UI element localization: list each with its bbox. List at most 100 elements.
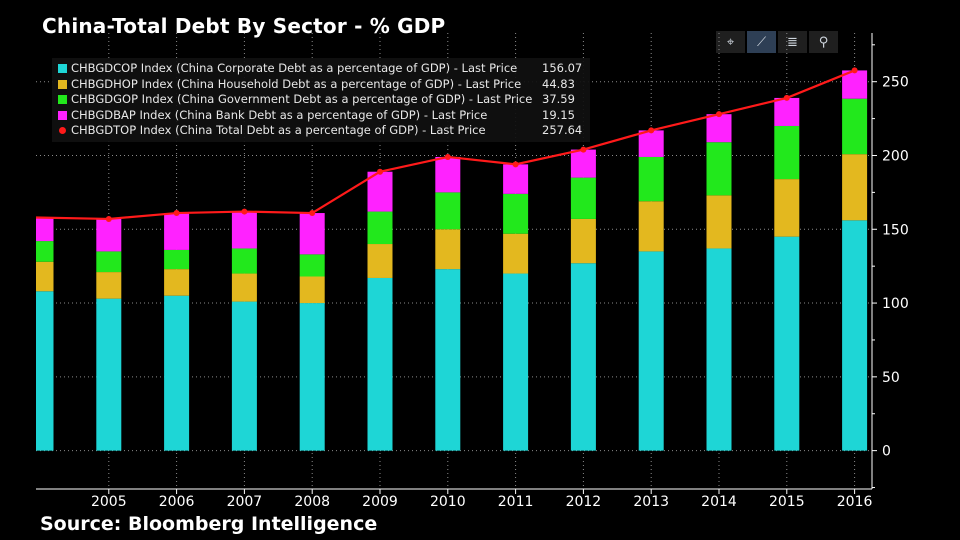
bar-segment xyxy=(842,220,868,451)
bar-segment xyxy=(96,218,122,252)
total-debt-point xyxy=(851,67,858,74)
legend-swatch xyxy=(58,110,67,120)
bar-segment xyxy=(367,171,393,212)
bar-segment xyxy=(164,213,190,250)
x-tick-label: 2008 xyxy=(294,494,330,510)
bar-segment xyxy=(36,217,54,242)
bar-segment xyxy=(96,298,122,451)
bar-segment xyxy=(774,97,800,126)
bar-segment xyxy=(36,241,54,262)
legend-value: 156.07 xyxy=(542,61,583,75)
bar-segment xyxy=(96,251,122,273)
x-tick-label: 2015 xyxy=(769,494,805,510)
bar-segment xyxy=(503,273,529,451)
bar-segment xyxy=(774,179,800,237)
y-tick-label: 0 xyxy=(882,444,891,460)
bar-segment xyxy=(774,236,800,451)
y-tick-label: 100 xyxy=(882,296,909,312)
bar-segment xyxy=(570,177,596,219)
bar-segment xyxy=(164,295,190,451)
total-debt-point xyxy=(783,94,790,101)
crosshair-button[interactable]: ⌖ xyxy=(716,31,745,53)
draw-line-icon: ⟋ xyxy=(756,34,767,50)
x-tick-label: 2006 xyxy=(159,494,195,510)
legend-value: 19.15 xyxy=(542,107,575,122)
x-tick-label: 2016 xyxy=(837,494,873,510)
legend-item: CHBGDBAP Index (China Bank Debt as a per… xyxy=(58,108,582,124)
x-tick-label: 2011 xyxy=(498,494,534,510)
legend-value: 257.64 xyxy=(542,123,583,137)
bar-segment xyxy=(638,130,664,157)
bar-segment xyxy=(503,233,529,274)
bar-segment xyxy=(231,273,257,302)
legend-item: CHBGDTOP Index (China Total Debt as a pe… xyxy=(58,123,582,139)
legend-item: CHBGDCOP Index (China Corporate Debt as … xyxy=(58,61,582,77)
bar-segment xyxy=(164,249,190,270)
chart-legend: CHBGDCOP Index (China Corporate Debt as … xyxy=(52,58,591,142)
bar-segment xyxy=(367,244,393,278)
total-debt-point xyxy=(444,153,451,160)
bar-segment xyxy=(842,98,868,155)
legend-label: CHBGDGOP Index (China Government Debt as… xyxy=(71,92,533,106)
bar-segment xyxy=(231,248,257,274)
total-debt-point xyxy=(716,111,722,118)
legend-swatch xyxy=(58,79,67,89)
legend-swatch xyxy=(58,95,67,105)
legend-item: CHBGDGOP Index (China Government Debt as… xyxy=(58,92,582,108)
bar-segment xyxy=(706,248,732,451)
bar-segment xyxy=(570,263,596,451)
total-debt-point xyxy=(241,208,248,215)
draw-line-button[interactable]: ⟋ xyxy=(747,31,776,53)
bar-segment xyxy=(164,269,190,296)
x-tick-label: 2009 xyxy=(362,494,398,510)
legend-swatch xyxy=(58,64,67,74)
bar-segment xyxy=(435,156,461,193)
bar-segment xyxy=(299,303,325,451)
legend-item: CHBGDHOP Index (China Household Debt as … xyxy=(58,77,582,93)
legend-value: 44.83 xyxy=(542,76,575,91)
bar-segment xyxy=(570,149,596,178)
zoom-button[interactable]: ⚲ xyxy=(809,31,838,53)
bar-segment xyxy=(638,251,664,451)
total-debt-point xyxy=(512,161,519,168)
bar-segment xyxy=(435,229,461,270)
y-tick-label: 150 xyxy=(882,222,909,238)
bar-segment xyxy=(435,269,461,451)
bar-segment xyxy=(96,272,122,299)
legend-value: 37.59 xyxy=(542,92,575,106)
x-tick-label: 2007 xyxy=(227,494,263,510)
total-debt-point xyxy=(309,210,316,217)
bar-segment xyxy=(570,218,596,264)
bar-segment xyxy=(299,213,325,255)
source-caption: Source: Bloomberg Intelligence xyxy=(40,513,378,535)
x-tick-label: 2014 xyxy=(701,494,737,510)
total-debt-point xyxy=(648,127,655,134)
bar-segment xyxy=(706,142,732,196)
y-tick-label: 250 xyxy=(882,75,909,91)
zoom-icon: ⚲ xyxy=(818,34,829,50)
bar-segment xyxy=(367,211,393,245)
bar-segment xyxy=(638,156,664,202)
bar-segment xyxy=(435,192,461,230)
bar-segment xyxy=(706,195,732,249)
list-icon: ≣ xyxy=(787,34,798,50)
legend-label: CHBGDBAP Index (China Bank Debt as a per… xyxy=(71,107,488,122)
bar-segment xyxy=(638,201,664,252)
total-debt-point xyxy=(580,146,587,153)
bar-segment xyxy=(774,125,800,180)
bar-segment xyxy=(706,114,732,143)
legend-label: CHBGDCOP Index (China Corporate Debt as … xyxy=(71,61,518,75)
y-tick-label: 200 xyxy=(882,148,909,164)
bar-segment xyxy=(367,277,393,451)
list-button[interactable]: ≣ xyxy=(778,31,807,53)
x-tick-label: 2005 xyxy=(91,494,127,510)
bar-segment xyxy=(36,261,54,292)
bar-segment xyxy=(231,301,257,451)
x-tick-label: 2012 xyxy=(566,494,602,510)
total-debt-point xyxy=(377,168,383,175)
legend-label: CHBGDHOP Index (China Household Debt as … xyxy=(71,76,522,91)
total-debt-point xyxy=(105,215,112,222)
legend-label: CHBGDTOP Index (China Total Debt as a pe… xyxy=(71,123,486,137)
crosshair-icon: ⌖ xyxy=(726,34,735,50)
